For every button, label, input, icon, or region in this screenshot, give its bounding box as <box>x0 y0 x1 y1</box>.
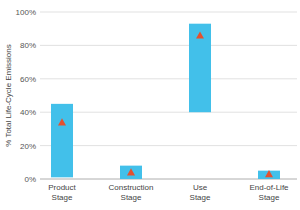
category-label: ProductStage <box>48 183 76 202</box>
marker <box>196 31 204 38</box>
category-label: ConstructionStage <box>109 183 154 202</box>
range-bar <box>189 24 211 113</box>
grid-line <box>40 112 297 113</box>
marker <box>58 118 66 125</box>
category-label: End-of-LifeStage <box>249 183 289 202</box>
range-bar <box>51 104 73 177</box>
marks <box>51 24 280 179</box>
grid-line <box>40 145 297 146</box>
tick-label: 60% <box>20 75 36 84</box>
range-bar <box>120 166 142 179</box>
grid-line <box>40 78 297 79</box>
tick-label: 0% <box>24 175 36 184</box>
axis-title: % Total Life-Cycle Emissions <box>4 44 13 147</box>
tick-label: 40% <box>20 108 36 117</box>
range-bar <box>258 171 280 179</box>
chart: 0% 20% 40% 60% 80% 100% % Total Life-Cycle Emi… <box>0 0 300 210</box>
tick-label: 20% <box>20 142 36 151</box>
category-label: UseStage <box>190 183 211 202</box>
tick-label: 100% <box>16 8 36 17</box>
marker <box>127 168 135 175</box>
tick-label: 80% <box>20 41 36 50</box>
grid-line <box>40 45 297 46</box>
grid-line <box>40 12 297 13</box>
marker <box>265 170 273 177</box>
